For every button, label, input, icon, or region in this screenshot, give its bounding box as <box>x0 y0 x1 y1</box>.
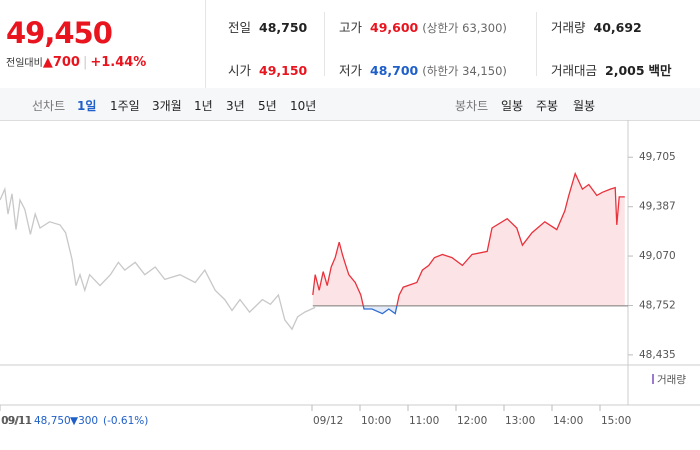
label: 전일 <box>228 20 252 35</box>
x-tick-label: 13:00 <box>505 415 535 427</box>
x-tick-label: 15:00 <box>601 415 631 427</box>
x-tick-label: 11:00 <box>409 415 439 427</box>
label: 고가 <box>339 20 363 35</box>
period-tab[interactable]: 1일 <box>77 99 97 113</box>
label: 거래량 <box>551 20 586 35</box>
change-value: 700 <box>52 55 80 70</box>
unit: 백만 <box>648 63 672 78</box>
info-item: 시가 49,150 <box>228 60 307 79</box>
change: 전일대비▲700 | +1.44% <box>6 55 147 70</box>
info-item: 저가 48,700 (하한가 34,150) <box>339 60 507 79</box>
quote-header: 49,450 전일대비▲700 | +1.44% 전일 48,750 고가 49,600… <box>0 0 700 89</box>
footer-date: 09/11 <box>2 415 32 427</box>
footer-close: 48,750 <box>34 415 71 427</box>
period-tab[interactable]: 10년 <box>290 99 317 113</box>
candle-tab[interactable]: 월봉 <box>573 99 596 113</box>
x-tick-label: 12:00 <box>457 415 487 427</box>
volume-legend: 거래량 <box>657 374 686 386</box>
info-item: 거래대금 2,005 백만 <box>551 60 672 79</box>
info-item: 고가 49,600 (상한가 63,300) <box>339 17 507 36</box>
value: 40,692 <box>593 20 642 35</box>
value: 49,600 <box>370 20 419 35</box>
footer-change: ▼300 <box>70 415 98 427</box>
area <box>312 173 625 314</box>
value: 48,700 <box>370 63 419 78</box>
label: 거래대금 <box>551 63 598 78</box>
x-tick-label: 14:00 <box>553 415 583 427</box>
y-tick-label: 48,435 <box>639 349 676 361</box>
y-tick-label: 49,705 <box>639 151 676 163</box>
value: 2,005 <box>605 63 645 78</box>
price-line <box>0 186 316 331</box>
x-tick-label: 10:00 <box>361 415 391 427</box>
label: 시가 <box>228 63 252 78</box>
x-tick-label: 09/11 <box>1 415 31 427</box>
info-grid: 전일 48,750 고가 49,600 (상한가 63,300) 거래량 40,692 … <box>205 0 700 88</box>
candle-tab[interactable]: 일봉 <box>501 99 524 113</box>
y-tick-label: 48,752 <box>639 300 676 312</box>
value: 49,150 <box>259 63 308 78</box>
change-label: 전일대비 <box>6 58 43 69</box>
value: 48,750 <box>259 20 308 35</box>
sub: (상한가 63,300) <box>422 21 507 35</box>
period-tab[interactable]: 5년 <box>258 99 277 113</box>
candle-tab[interactable]: 주봉 <box>536 99 559 113</box>
tab-group-label: 선차트 <box>32 99 66 113</box>
footer-pct: (-0.61%) <box>103 415 148 427</box>
current-price: 49,450 <box>6 16 113 50</box>
price-line <box>312 171 625 315</box>
info-item: 거래량 40,692 <box>551 17 642 36</box>
period-tab[interactable]: 1주일 <box>110 99 140 113</box>
x-tick-label: 09/12 <box>313 415 343 427</box>
tab-group-label: 봉차트 <box>455 99 489 113</box>
label: 저가 <box>339 63 363 78</box>
period-tab[interactable]: 3년 <box>226 99 245 113</box>
info-item: 전일 48,750 <box>228 17 307 36</box>
tab-bar: 선차트 1일 1주일 3개월 1년 3년 5년 10년 봉차트 일봉 주봉 월봉 <box>0 88 700 121</box>
change-pct: +1.44% <box>90 55 147 70</box>
period-tab[interactable]: 3개월 <box>152 99 182 113</box>
y-tick-label: 49,070 <box>639 250 676 262</box>
period-tab[interactable]: 1년 <box>194 99 213 113</box>
change-arrow: ▲ <box>42 55 53 70</box>
sub: (하한가 34,150) <box>422 64 507 78</box>
y-tick-label: 49,387 <box>639 201 676 213</box>
